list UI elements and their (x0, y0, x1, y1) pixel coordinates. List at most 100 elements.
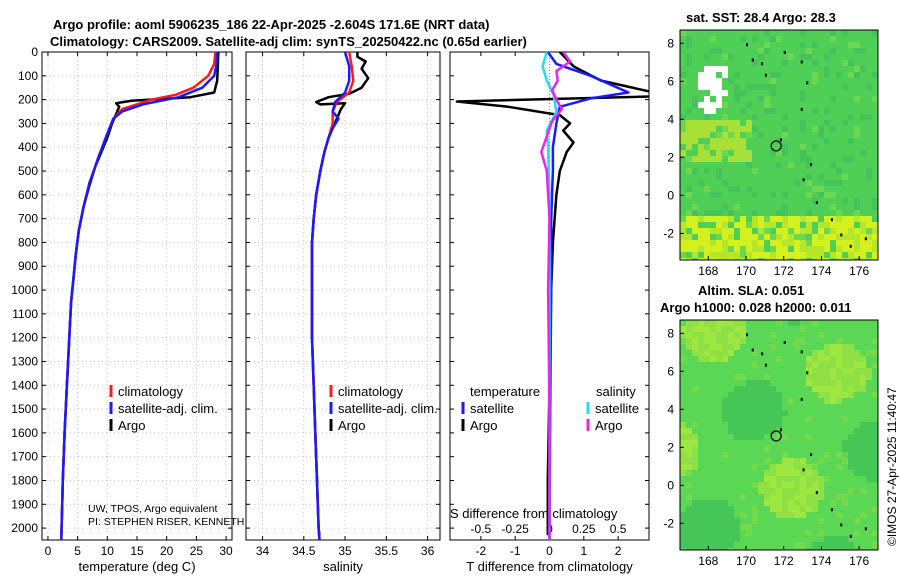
map-cell (692, 500, 698, 506)
map-cell (788, 234, 794, 240)
map-cell (782, 60, 788, 66)
map-cell (812, 198, 818, 204)
map-cell (800, 542, 806, 548)
map-cell (704, 126, 710, 132)
map-cell (854, 518, 860, 524)
map-cell (710, 536, 716, 542)
map-cell (734, 410, 740, 416)
map-cell (710, 326, 716, 332)
map-cell (770, 404, 776, 410)
map-cell (824, 246, 830, 252)
map-cell (716, 344, 722, 350)
map-cell (794, 464, 800, 470)
map-cell (698, 344, 704, 350)
map-cell (860, 458, 866, 464)
map-cell (842, 60, 848, 66)
map-cell (830, 258, 836, 260)
map-cell (692, 548, 698, 550)
map-cell (836, 494, 842, 500)
map-cell (860, 422, 866, 428)
island-mark (802, 178, 805, 182)
map-cell (806, 488, 812, 494)
map-cell (812, 216, 818, 222)
map-cell (758, 252, 764, 258)
map-cell (860, 440, 866, 446)
map-cell (716, 132, 722, 138)
map-cell (746, 392, 752, 398)
map-cell (692, 326, 698, 332)
map-cell (740, 126, 746, 132)
map-cell (728, 186, 734, 192)
map-cell (866, 374, 872, 380)
map-cell (764, 392, 770, 398)
map-cell (782, 470, 788, 476)
map-cell (680, 258, 686, 260)
legend-s-satellite-label: satellite (595, 401, 639, 416)
map-cell (764, 494, 770, 500)
map-cell (848, 42, 854, 48)
map-cell (716, 500, 722, 506)
map-cell (776, 470, 782, 476)
map-cell (704, 332, 710, 338)
map-cell (692, 252, 698, 258)
legend-climatology-label: climatology (118, 384, 184, 399)
map-cell (842, 174, 848, 180)
map-cell (710, 90, 716, 96)
map-cell (842, 246, 848, 252)
island-mark (800, 107, 803, 111)
map-cell (848, 114, 854, 120)
map-cell (722, 524, 728, 530)
map-cell (710, 102, 716, 108)
legend-satellite-label: satellite-adj. clim. (338, 401, 438, 416)
map-cell (806, 210, 812, 216)
map-frame (679, 319, 879, 551)
map-cell (734, 392, 740, 398)
axes-frame (245, 51, 441, 541)
map-cell (710, 512, 716, 518)
map-cell (776, 150, 782, 156)
map-cell (842, 344, 848, 350)
map-cell (734, 156, 740, 162)
map-cell (734, 138, 740, 144)
map-cell (710, 548, 716, 550)
map-cell (722, 416, 728, 422)
map-cell (818, 126, 824, 132)
map-cell (830, 162, 836, 168)
x-tick-label: 0 (546, 544, 553, 558)
map-cell (698, 228, 704, 234)
map-cell (830, 356, 836, 362)
map-cell (848, 380, 854, 386)
map-cell (806, 162, 812, 168)
map-cell (740, 156, 746, 162)
map-cell (758, 428, 764, 434)
map-cell (764, 446, 770, 452)
map-cell (854, 48, 860, 54)
map-cell (800, 246, 806, 252)
map-cell (704, 338, 710, 344)
map-cell (860, 386, 866, 392)
x-tick-label: 176 (849, 264, 869, 278)
map-cell (710, 530, 716, 536)
map-cell (806, 548, 812, 550)
map-cell (836, 374, 842, 380)
map-cell (728, 240, 734, 246)
island-mark (800, 397, 803, 401)
map-cell (860, 48, 866, 54)
map-cell (722, 332, 728, 338)
map-cell (734, 530, 740, 536)
map-cell (794, 506, 800, 512)
map-cell (830, 350, 836, 356)
map-cell (776, 162, 782, 168)
map-cell (854, 234, 860, 240)
legend-temperature-heading: temperature (470, 384, 540, 399)
map-cell (818, 368, 824, 374)
map-cell (842, 356, 848, 362)
map-cell (848, 446, 854, 452)
map-cell (716, 258, 722, 260)
map-cell (836, 464, 842, 470)
map-cell (800, 156, 806, 162)
map-cell (692, 120, 698, 126)
map-cell (698, 500, 704, 506)
map-cell (854, 246, 860, 252)
x-tick-label: 10 (101, 544, 115, 558)
